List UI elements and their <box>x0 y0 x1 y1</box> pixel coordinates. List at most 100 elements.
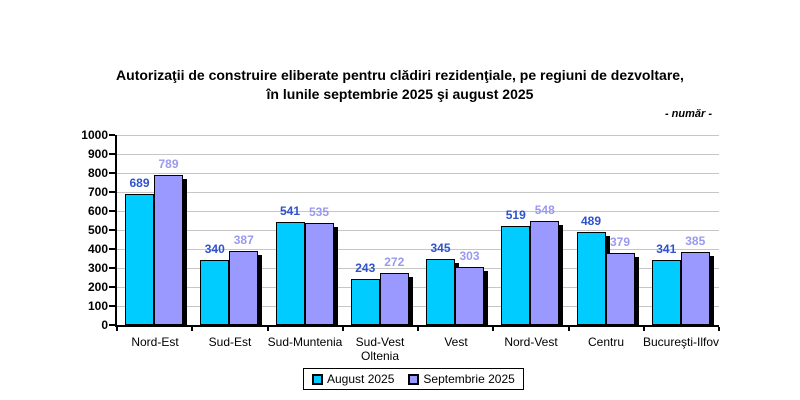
bar-group-sud-muntenia: 541 535 <box>268 135 343 325</box>
bar-septembrie-2025-sud-muntenia <box>304 223 334 325</box>
bar-value-august-2025-centru: 489 <box>580 214 602 228</box>
bar-septembrie-2025-sud-est <box>229 251 259 325</box>
gridline-700 <box>117 192 719 193</box>
legend-marker-august-2025 <box>312 373 323 385</box>
x-axis-label-nord-vest: Nord-Vest <box>504 335 558 349</box>
x-axis-label-sud-muntenia: Sud-Muntenia <box>267 335 343 349</box>
x-axis-tick-0 <box>116 327 118 331</box>
bar-august-2025-nord-vest <box>501 226 531 325</box>
x-axis-label-sud-est: Sud-Est <box>208 335 252 349</box>
bar-group-centru: 489 379 <box>569 135 644 325</box>
x-axis-label-sud-vest-oltenia: Sud-Vest Oltenia <box>355 335 405 363</box>
bar-septembrie-2025-nord-est <box>154 175 183 325</box>
bar-group-sud-est: 340 387 <box>192 135 267 325</box>
y-axis-tick-400 <box>109 248 115 250</box>
bar-august-2025-sud-est <box>200 260 230 325</box>
legend-item-septembrie-2025: Septembrie 2025 <box>408 372 515 386</box>
y-axis-label-900: 900 <box>87 147 108 161</box>
bar-august-2025-bucure-ti-ilfov <box>651 260 681 325</box>
chart-title-line1: Autorizaţii de construire eliberate pent… <box>116 67 684 83</box>
y-axis-tick-100 <box>109 305 115 307</box>
bar-value-august-2025-sud-est: 340 <box>204 242 225 256</box>
bar-group-vest: 345 303 <box>418 135 493 325</box>
gridline-600 <box>117 211 719 212</box>
bar-august-2025-vest <box>426 259 455 325</box>
bar-group-bucure-ti-ilfov: 341 385 <box>644 135 719 325</box>
y-axis-label-200: 200 <box>87 280 108 294</box>
y-axis-tick-900 <box>109 153 115 155</box>
gridline-500 <box>117 230 719 231</box>
y-axis-tick-600 <box>109 210 115 212</box>
bar-septembrie-2025-nord-vest <box>530 221 560 325</box>
legend: August 2025 Septembrie 2025 <box>303 368 524 390</box>
bar-septembrie-2025-centru <box>605 253 635 325</box>
bar-value-septembrie-2025-sud-muntenia: 535 <box>308 205 330 219</box>
x-axis-tick-6 <box>568 327 570 331</box>
gridline-900 <box>117 154 719 155</box>
gridline-1000 <box>117 135 719 136</box>
x-axis-tick-8 <box>718 327 720 331</box>
y-axis-tick-800 <box>109 172 115 174</box>
bar-value-august-2025-bucure-ti-ilfov: 341 <box>656 242 677 256</box>
y-axis-label-1000: 1000 <box>81 128 108 142</box>
legend-marker-septembrie-2025 <box>408 373 420 385</box>
plot-wrap: 689 789 340 387 541 535 243 272 345 303 519 548 489 3… <box>81 128 755 395</box>
x-axis-tick-4 <box>417 327 419 331</box>
x-axis-tick-7 <box>643 327 645 331</box>
chart-title-line2: în lunile septembrie 2025 şi august 2025 <box>266 86 534 102</box>
y-axis-label-300: 300 <box>87 261 108 275</box>
y-axis-label-0: 0 <box>101 318 108 332</box>
x-axis-label-vest: Vest <box>444 335 468 349</box>
bar-value-septembrie-2025-nord-vest: 548 <box>534 203 555 217</box>
legend-item-august-2025: August 2025 <box>312 372 394 386</box>
gridline-300 <box>117 268 719 269</box>
x-axis-label-nord-est: Nord-Est <box>131 335 179 349</box>
y-axis-label-700: 700 <box>87 185 108 199</box>
gridline-200 <box>117 287 719 288</box>
gridline-800 <box>117 173 719 174</box>
bar-august-2025-sud-vest-oltenia <box>350 279 380 325</box>
bar-group-nord-est: 689 789 <box>117 135 192 325</box>
bar-septembrie-2025-sud-vest-oltenia <box>379 273 409 325</box>
bar-value-august-2025-nord-est: 689 <box>129 176 150 190</box>
bar-value-septembrie-2025-sud-vest-oltenia: 272 <box>384 255 405 269</box>
bar-august-2025-nord-est <box>125 194 154 325</box>
bar-value-septembrie-2025-sud-est: 387 <box>233 233 254 247</box>
bar-value-septembrie-2025-vest: 303 <box>459 249 480 263</box>
bar-value-august-2025-sud-vest-oltenia: 243 <box>355 261 376 275</box>
y-axis-tick-0 <box>109 324 115 326</box>
x-axis-tick-2 <box>267 327 269 331</box>
bar-group-nord-vest: 519 548 <box>493 135 568 325</box>
gridline-100 <box>117 306 719 307</box>
bar-august-2025-sud-muntenia <box>275 222 305 325</box>
bar-value-septembrie-2025-bucure-ti-ilfov: 385 <box>685 234 706 248</box>
bar-value-august-2025-sud-muntenia: 541 <box>279 204 301 218</box>
unit-note: - număr - <box>664 108 712 120</box>
y-axis-tick-700 <box>109 191 115 193</box>
chart-title: Autorizaţii de construire eliberate pent… <box>0 66 800 104</box>
x-axis-tick-5 <box>492 327 494 331</box>
bar-septembrie-2025-vest <box>455 267 484 325</box>
y-axis-tick-300 <box>109 267 115 269</box>
y-axis-tick-500 <box>109 229 115 231</box>
y-axis-label-800: 800 <box>87 166 108 180</box>
x-axis-label-bucure-ti-ilfov: Bucureşti-Ilfov <box>642 335 720 349</box>
bar-value-septembrie-2025-nord-est: 789 <box>158 157 179 171</box>
legend-label-august-2025: August 2025 <box>327 372 395 386</box>
y-axis-label-400: 400 <box>87 242 108 256</box>
bar-group-sud-vest-oltenia: 243 272 <box>343 135 418 325</box>
y-axis-tick-200 <box>109 286 115 288</box>
legend-label-septembrie-2025: Septembrie 2025 <box>423 372 515 386</box>
y-axis-label-100: 100 <box>87 299 108 313</box>
y-axis-label-600: 600 <box>87 204 108 218</box>
y-axis-tick-1000 <box>109 134 115 136</box>
bar-value-august-2025-nord-vest: 519 <box>505 208 526 222</box>
bar-value-septembrie-2025-centru: 379 <box>609 235 631 249</box>
x-axis-tick-3 <box>342 327 344 331</box>
x-axis-label-centru: Centru <box>587 335 625 349</box>
bar-august-2025-centru <box>576 232 606 325</box>
gridline-400 <box>117 249 719 250</box>
x-axis-tick-1 <box>191 327 193 331</box>
y-axis-label-500: 500 <box>87 223 108 237</box>
